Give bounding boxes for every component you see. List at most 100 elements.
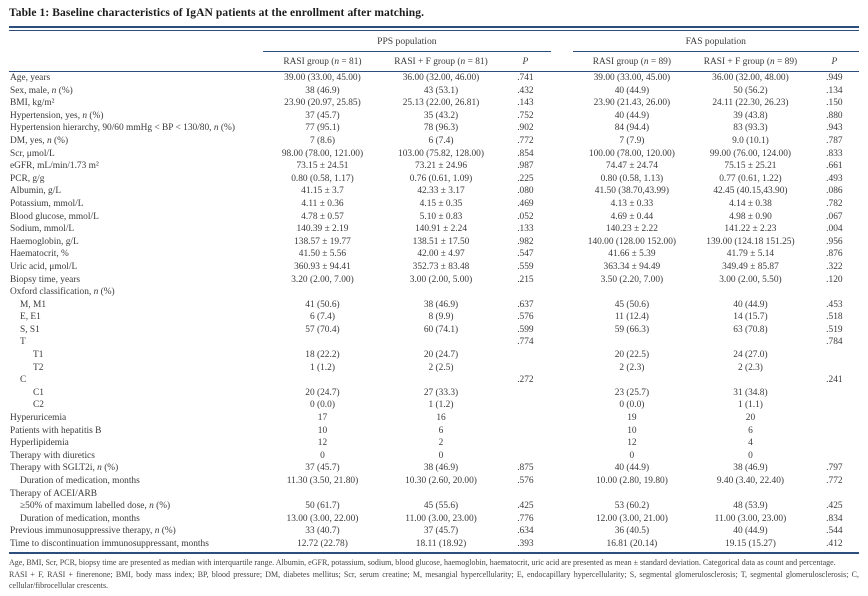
- row-label: eGFR, mL/min/1.73 m²: [10, 161, 99, 172]
- table-row: Sodium, mmol/L 140.39 ± 2.19 140.91 ± 2.24…: [9, 223, 859, 236]
- row-label: BMI, kg/m²: [10, 98, 55, 109]
- cell: 39.00 (33.00, 45.00): [593, 73, 671, 83]
- cell: 141.22 ± 2.23: [724, 224, 777, 235]
- table-row: Albumin, g/L 41.15 ± 3.7 42.33 ± 3.17 .080 4…: [9, 185, 859, 198]
- table-footnotes: Age, BMI, Scr, PCR, biopsy time are pres…: [9, 554, 859, 592]
- cell: 100.00 (78.00, 120.00): [588, 148, 675, 159]
- table-row: Therapy with SGLT2i, n (%) 37 (45.7) 38 (4…: [9, 462, 859, 475]
- cell: .752: [517, 110, 534, 121]
- table-row: T .774 .784: [9, 336, 859, 349]
- cell: [810, 286, 859, 299]
- cell: 140.00 (128.00 152.00): [587, 236, 677, 247]
- row-label: C1: [33, 387, 44, 398]
- cell: 20 (24.7): [423, 350, 459, 361]
- table-row: Biopsy time, years 3.20 (2.00, 7.00) 3.00 …: [9, 274, 859, 287]
- cell: 38 (46.9): [423, 299, 459, 310]
- cell: 33 (40.7): [305, 526, 340, 537]
- cell: .086: [826, 186, 843, 197]
- cell: 42.33 ± 3.17: [417, 186, 465, 197]
- cell: [810, 399, 859, 412]
- row-label: Sodium, mmol/L: [10, 224, 75, 235]
- cell: 11.30 (3.50, 21.80): [286, 476, 359, 486]
- population-group-row: PPS population FAS population: [9, 31, 859, 52]
- cell: .080: [517, 186, 534, 197]
- cell: [263, 286, 382, 299]
- cell: 59 (66.3): [614, 324, 650, 335]
- column-gap: [551, 198, 573, 211]
- table-top-rule: [9, 26, 859, 31]
- cell: [810, 412, 859, 425]
- cell: 4.13 ± 0.33: [610, 198, 654, 209]
- cell: [263, 374, 382, 387]
- column-gap: [551, 324, 573, 337]
- cell: [691, 286, 810, 299]
- cell: [691, 488, 810, 501]
- cell: .880: [826, 110, 843, 121]
- cell: [810, 425, 859, 438]
- cell: 18 (22.2): [305, 350, 340, 361]
- row-label: C: [20, 375, 27, 386]
- cell: 23 (25.7): [614, 387, 650, 398]
- column-gap: [551, 387, 573, 400]
- column-gap: [551, 110, 573, 123]
- cell: 75.15 ± 25.21: [724, 161, 777, 172]
- cell: 352.73 ± 83.48: [412, 261, 470, 272]
- cell: 42.45 (40.15,43.90): [713, 186, 788, 197]
- row-label: Sex, male, n (%): [10, 85, 73, 96]
- table-row: ≥50% of maximum labelled dose, n (%) 50 (…: [9, 500, 859, 513]
- cell: 36.00 (32.00, 46.00): [402, 73, 480, 83]
- cell: .576: [517, 476, 534, 486]
- cell: [810, 362, 859, 375]
- fas-rasi-f-group-header: RASI + F group (n = 89): [691, 51, 810, 72]
- cell: .661: [826, 161, 843, 172]
- row-label: Albumin, g/L: [10, 186, 62, 197]
- cell: 5.10 ± 0.83: [419, 211, 463, 222]
- cell: 36.00 (32.00, 48.00): [712, 73, 789, 83]
- cell: [573, 374, 692, 387]
- pps-rasi-f-group-header: RASI + F group (n = 81): [381, 51, 501, 72]
- row-label: Biopsy time, years: [10, 274, 81, 285]
- cell: 103.00 (75.82, 128.00): [398, 148, 484, 159]
- column-gap: [551, 122, 573, 135]
- cell: 41.79 ± 5.14: [726, 249, 775, 260]
- cell: 50 (61.7): [305, 501, 340, 512]
- cell: 38 (46.9): [733, 463, 768, 474]
- cell: 53 (60.2): [614, 501, 650, 512]
- cell: 25.13 (22.00, 26.81): [402, 98, 480, 109]
- baseline-characteristics-table: PPS population FAS population RASI group…: [9, 31, 859, 551]
- cell: .787: [826, 135, 843, 146]
- row-label: S, S1: [20, 324, 40, 335]
- cell: 12.72 (22.78): [297, 538, 348, 549]
- table-row: Duration of medication, months 11.30 (3.5…: [9, 475, 859, 488]
- cell: .322: [826, 261, 843, 272]
- cell: .425: [826, 501, 843, 512]
- cell: 41.15 ± 3.7: [301, 186, 344, 197]
- cell: .774: [517, 337, 534, 348]
- cell: [382, 336, 501, 349]
- cell: 8 (9.9): [428, 312, 454, 323]
- cell: 2 (2.3): [619, 362, 645, 373]
- cell: .004: [826, 224, 843, 235]
- table-row: E, E1 6 (7.4) 8 (9.9) .576 11 (12.4) 14 (15.7…: [9, 311, 859, 324]
- cell: .784: [826, 337, 843, 348]
- cell: 41.50 (38.70,43.99): [594, 186, 669, 197]
- row-label: PCR, g/g: [10, 173, 45, 184]
- cell: 4: [748, 438, 753, 449]
- cell: 4.69 ± 0.44: [610, 211, 654, 222]
- cell: [500, 387, 550, 400]
- row-label: T2: [33, 362, 44, 373]
- cell: 139.00 (124.18 151.25): [706, 236, 795, 247]
- table-body: Age, years 39.00 (33.00, 45.00) 36.00 (32.…: [9, 72, 859, 551]
- column-gap: [551, 173, 573, 186]
- cell: 12.00 (3.00, 21.00): [595, 513, 668, 524]
- cell: [500, 349, 550, 362]
- cell: 140.91 ± 2.24: [414, 224, 468, 235]
- cell: 77 (95.1): [305, 123, 340, 134]
- cell: [573, 488, 692, 501]
- column-gap: [551, 399, 573, 412]
- cell: .493: [826, 173, 843, 184]
- cell: 11.00 (3.00, 23.00): [405, 513, 477, 524]
- cell: 0: [438, 450, 444, 461]
- cell: 10.30 (2.60, 20.00): [405, 476, 477, 486]
- cell: .956: [826, 236, 843, 247]
